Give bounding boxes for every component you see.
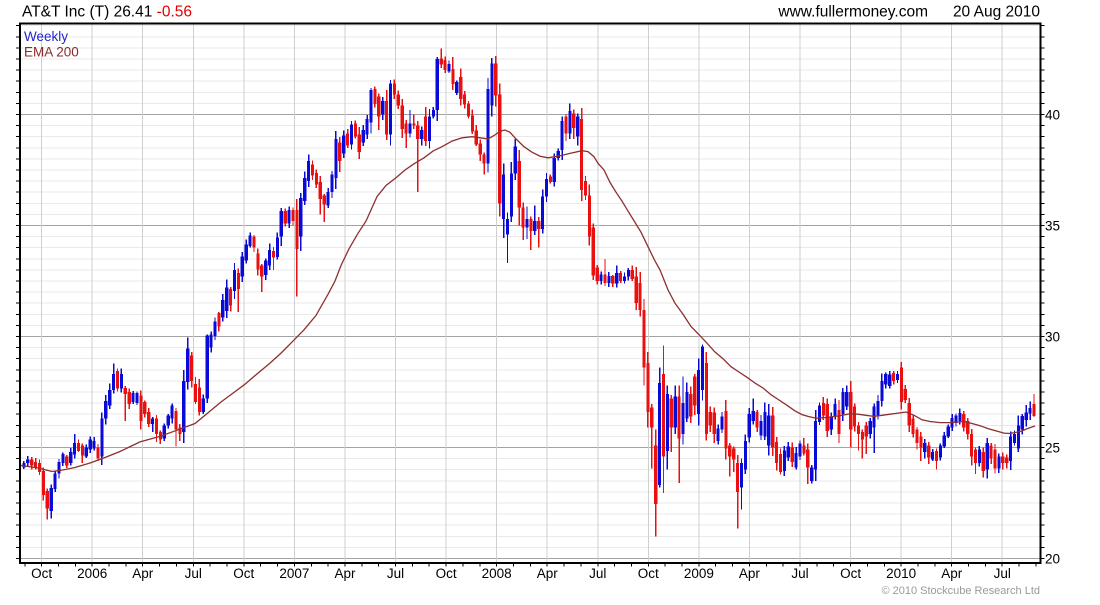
svg-text:2007: 2007 (279, 566, 309, 581)
svg-text:30: 30 (1045, 329, 1060, 344)
svg-text:2006: 2006 (77, 566, 107, 581)
svg-text:Jul: Jul (994, 566, 1011, 581)
svg-text:Jul: Jul (387, 566, 404, 581)
svg-text:Apr: Apr (537, 566, 559, 581)
svg-text:Jul: Jul (185, 566, 202, 581)
svg-text:20 Aug 2010: 20 Aug 2010 (953, 4, 1040, 21)
svg-text:35: 35 (1045, 218, 1060, 233)
svg-text:Oct: Oct (31, 566, 52, 581)
svg-text:Jul: Jul (791, 566, 808, 581)
svg-text:Apr: Apr (132, 566, 154, 581)
svg-text:Oct: Oct (638, 566, 659, 581)
svg-text:Apr: Apr (334, 566, 356, 581)
svg-text:Oct: Oct (233, 566, 254, 581)
svg-text:2008: 2008 (482, 566, 512, 581)
svg-text:Apr: Apr (941, 566, 963, 581)
svg-text:© 2010 Stockcube Research Ltd: © 2010 Stockcube Research Ltd (881, 585, 1040, 597)
svg-text:AT&T Inc (T) 26.41 -0.56: AT&T Inc (T) 26.41 -0.56 (22, 4, 192, 21)
svg-text:Oct: Oct (840, 566, 861, 581)
svg-text:Weekly: Weekly (24, 29, 68, 44)
svg-text:EMA 200: EMA 200 (24, 45, 79, 60)
svg-text:Apr: Apr (739, 566, 761, 581)
svg-text:www.fullermoney.com: www.fullermoney.com (777, 4, 928, 21)
svg-text:Oct: Oct (436, 566, 457, 581)
svg-text:40: 40 (1045, 107, 1060, 122)
svg-text:25: 25 (1045, 440, 1060, 455)
svg-text:20: 20 (1045, 551, 1060, 566)
svg-text:Jul: Jul (589, 566, 606, 581)
svg-text:2009: 2009 (684, 566, 714, 581)
svg-text:2010: 2010 (886, 566, 916, 581)
